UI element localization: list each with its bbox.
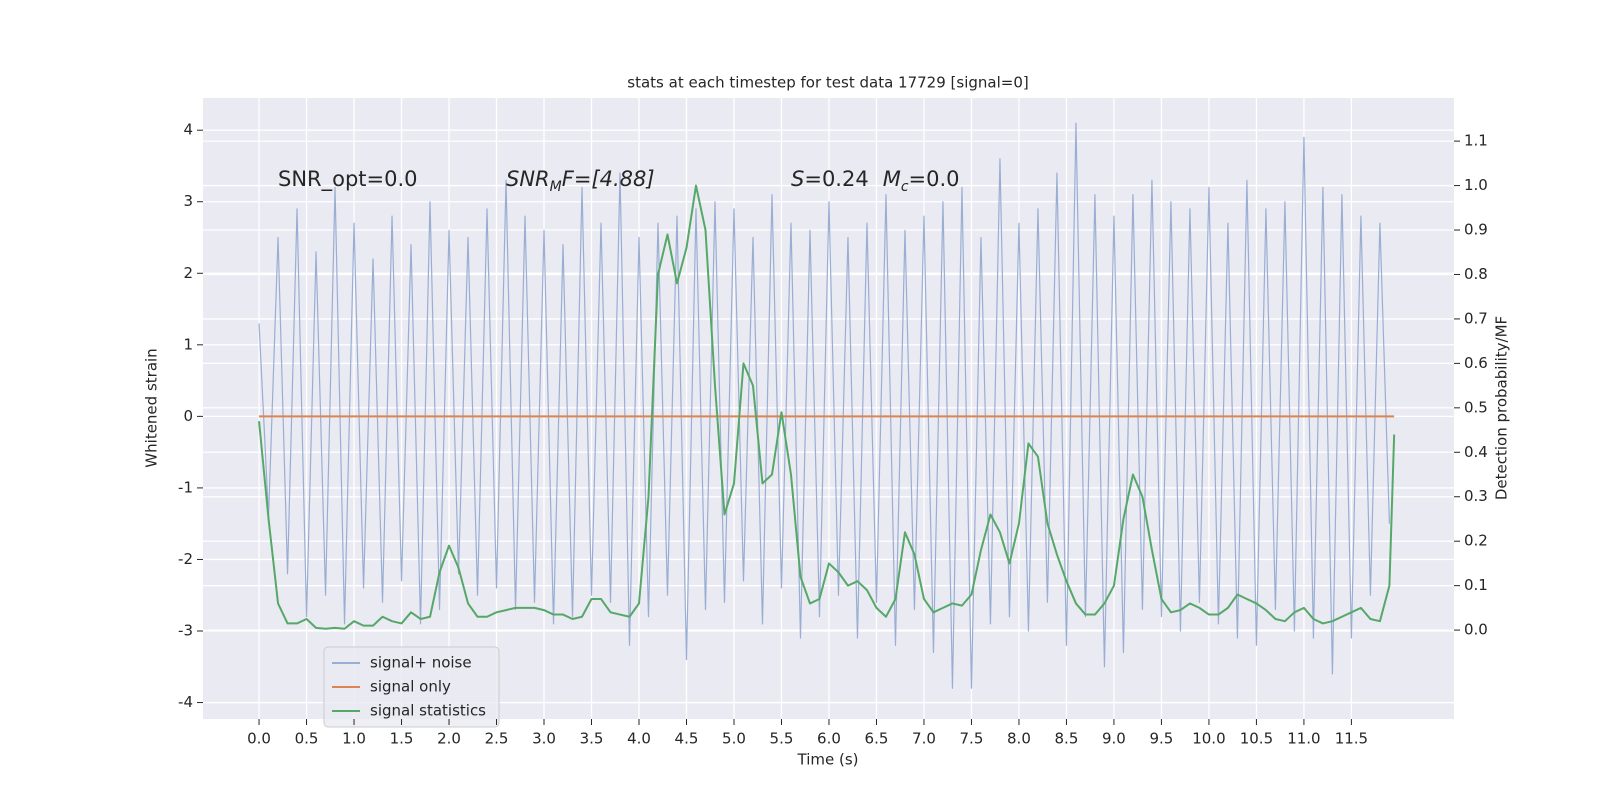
x-tick-label: 11.0 xyxy=(1287,730,1320,748)
y-tick-label: 0 xyxy=(183,407,193,425)
x-tick-label: 6.0 xyxy=(817,730,841,748)
y2-tick-label: 0.0 xyxy=(1464,621,1488,639)
y2-tick-label: 0.4 xyxy=(1464,443,1488,461)
x-tick-label: 4.0 xyxy=(627,730,651,748)
annotation: SNRMF=[4.88] xyxy=(506,167,655,195)
x-tick-label: 5.0 xyxy=(722,730,746,748)
y-tick-label: -1 xyxy=(178,478,193,496)
annotation-part: SNR xyxy=(506,167,550,191)
y2-tick-label: 0.2 xyxy=(1464,532,1488,550)
annotation: S=0.24 Mc=0.0 xyxy=(791,167,960,195)
annotation-part: S xyxy=(791,167,804,191)
y2-tick-label: 0.5 xyxy=(1464,398,1488,416)
series-line xyxy=(258,184,1396,630)
y2-tick-label: 0.1 xyxy=(1464,576,1488,594)
x-tick-label: 3.0 xyxy=(532,730,556,748)
annotation-part: M xyxy=(550,179,562,195)
annotation-part: F=[4.88] xyxy=(562,167,655,191)
legend-label: signal+ noise xyxy=(370,654,472,672)
x-tick-label: 2.5 xyxy=(485,730,509,748)
x-tick-label: 8.0 xyxy=(1007,730,1031,748)
x-tick-label: 7.0 xyxy=(912,730,936,748)
y2-tick-label: 0.6 xyxy=(1464,354,1488,372)
legend-label: signal statistics xyxy=(370,702,486,720)
y-tick-label: -2 xyxy=(178,550,193,568)
y2-tick-label: 0.7 xyxy=(1464,309,1488,327)
x-tick-label: 6.5 xyxy=(865,730,889,748)
x-tick-label: 0.5 xyxy=(295,730,319,748)
y-tick-label: 1 xyxy=(183,335,193,353)
y-tick-label: -3 xyxy=(178,622,193,640)
x-tick-label: 10.5 xyxy=(1240,730,1273,748)
x-tick-label: 7.5 xyxy=(960,730,984,748)
x-tick-label: 0.0 xyxy=(247,730,271,748)
x-tick-label: 2.0 xyxy=(437,730,461,748)
x-tick-label: 1.0 xyxy=(342,730,366,748)
y2-tick-label: 0.8 xyxy=(1464,265,1488,283)
y-tick-label: 4 xyxy=(183,121,193,139)
y2-tick-label: 1.1 xyxy=(1464,132,1488,150)
annotation-part: =0.0 xyxy=(909,167,960,191)
x-tick-label: 9.0 xyxy=(1102,730,1126,748)
y-tick-label: 3 xyxy=(183,192,193,210)
annotation-part: M xyxy=(883,167,901,191)
legend-box xyxy=(323,646,500,728)
x-tick-label: 11.5 xyxy=(1335,730,1368,748)
y-tick-label: 2 xyxy=(183,264,193,282)
annotation-part: =0.24 xyxy=(804,167,868,191)
y2-tick-label: 0.9 xyxy=(1464,221,1488,239)
x-tick-label: 10.0 xyxy=(1192,730,1225,748)
x-tick-label: 9.5 xyxy=(1150,730,1174,748)
x-tick-label: 1.5 xyxy=(390,730,414,748)
annotation: SNR_opt=0.0 xyxy=(278,167,418,192)
y-axis-label: Whitened strain xyxy=(143,348,161,467)
x-tick-label: 4.5 xyxy=(675,730,699,748)
annotation-part: c xyxy=(901,179,909,195)
x-axis-label: Time (s) xyxy=(797,751,859,769)
chart-title: stats at each timestep for test data 177… xyxy=(627,74,1028,92)
x-tick-label: 8.5 xyxy=(1055,730,1079,748)
y2-axis-label: Detection probability/MF xyxy=(1493,316,1511,500)
y2-tick-label: 0.3 xyxy=(1464,487,1488,505)
x-tick-label: 5.5 xyxy=(770,730,794,748)
y-tick-label: -4 xyxy=(178,693,193,711)
series-line xyxy=(258,122,1391,689)
x-tick-label: 3.5 xyxy=(580,730,604,748)
legend-label: signal only xyxy=(370,678,451,696)
y2-tick-label: 1.0 xyxy=(1464,176,1488,194)
